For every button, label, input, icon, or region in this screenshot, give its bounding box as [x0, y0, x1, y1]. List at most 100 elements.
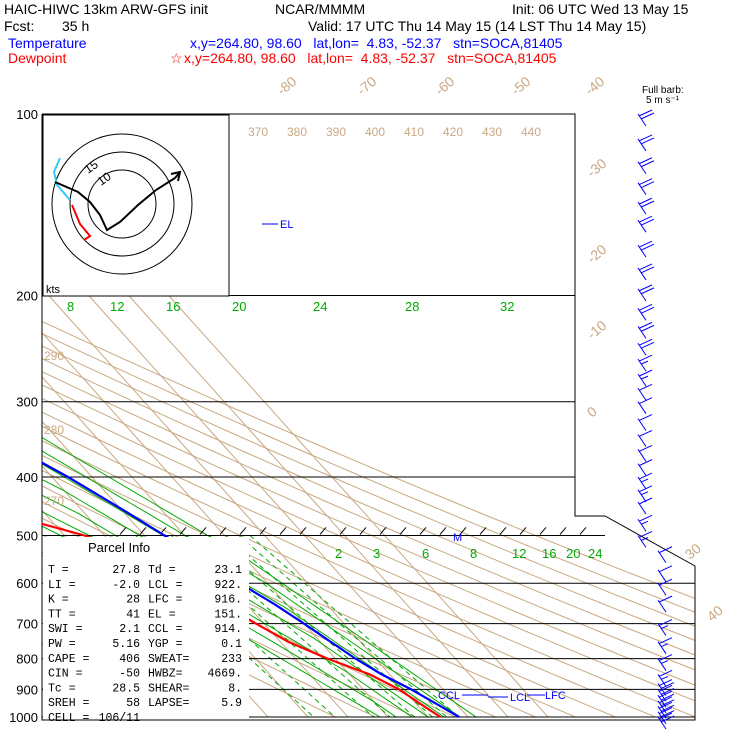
dry-adiabat-line — [42, 114, 695, 718]
parcel-param-value: 0.1 — [221, 638, 242, 651]
wind-barb-feather — [640, 243, 655, 251]
fcst-label: Fcst: — [4, 18, 35, 34]
hodograph-trace-low — [71, 204, 92, 241]
dry-adiabat-line — [42, 114, 695, 718]
wind-barb-feather — [638, 497, 653, 505]
dry-adiabat-line — [42, 114, 695, 718]
wind-barb-feather — [658, 712, 673, 720]
dry-adiabat-line — [42, 114, 695, 718]
parcel-param-value: 28 — [126, 594, 140, 607]
theta-label: 370 — [248, 125, 268, 139]
mixing-ratio-label: 8 — [470, 546, 477, 561]
theta-label: 280 — [44, 423, 64, 437]
pressure-tick-label: 300 — [16, 395, 38, 410]
dewpoint-profile — [42, 114, 442, 718]
barb-legend-line2: 5 m s⁻¹ — [646, 95, 680, 106]
wind-barb-feather — [640, 200, 655, 208]
hodograph-units: kts — [46, 284, 61, 296]
wind-barb-feather — [640, 341, 655, 349]
dry-adiabat-line — [42, 114, 656, 718]
theta-label: 410 — [404, 125, 424, 139]
wind-barb-feather — [658, 669, 673, 677]
wind-barb-feather — [658, 684, 673, 692]
parcel-param-label: LAPSE= — [148, 697, 190, 710]
hatch-mark — [479, 527, 487, 535]
wind-barb-feather — [638, 354, 653, 362]
parcel-param-value: -50 — [119, 668, 140, 681]
isotherm-label: -80 — [274, 73, 300, 98]
hatch-mark — [199, 527, 207, 535]
parcel-param-value: 4669. — [207, 668, 242, 681]
parcel-param-label: SHEAR= — [148, 682, 190, 695]
hatch-mark — [279, 527, 287, 535]
wind-barb-feather — [658, 595, 673, 603]
isotherm-label: 30 — [682, 540, 704, 562]
hodograph-ring — [51, 133, 193, 275]
pressure-tick-label: 200 — [16, 289, 38, 304]
wind-barb-feather — [660, 710, 675, 718]
isotherm-label: -30 — [584, 155, 610, 180]
hatch-mark — [499, 527, 507, 535]
init-time: Init: 06 UTC Wed 13 May 15 — [512, 1, 689, 17]
wind-barb-feather — [660, 715, 675, 723]
fcst-value: 35 h — [62, 18, 90, 34]
org-label: NCAR/MMMM — [275, 1, 366, 17]
hodograph-arrowhead — [170, 170, 182, 182]
isotherm-label: -50 — [508, 73, 534, 98]
parcel-param-value: -2.0 — [112, 579, 140, 592]
wind-barb-feather — [638, 321, 653, 329]
parcel-param-label: Tc = — [48, 682, 76, 695]
hodograph-trace — [54, 171, 181, 232]
mixing-ratio-line — [170, 535, 374, 718]
hatch-mark — [319, 527, 327, 535]
wind-barb-half-feather — [660, 675, 669, 680]
wind-barb-feather — [638, 531, 653, 538]
mixing-ratio-label: 12 — [110, 299, 124, 314]
isotherm-line — [42, 114, 509, 718]
wind-barb-feather — [640, 306, 655, 314]
hatch-mark — [559, 527, 567, 535]
mixing-ratio-label: 20 — [566, 546, 580, 561]
hatch-mark — [439, 527, 447, 535]
mixing-ratio-line — [135, 535, 336, 718]
parcel-param-value: 2.1 — [119, 623, 140, 636]
dry-adiabat-line — [42, 114, 616, 718]
wind-barb-feather — [658, 546, 673, 554]
theta-label: 420 — [443, 125, 463, 139]
hatch-mark — [299, 527, 307, 535]
parcel-param-label: CELL = — [48, 712, 90, 725]
mixing-ratio-label: 24 — [313, 299, 327, 314]
wind-barb-feather — [638, 284, 653, 292]
mixing-ratio-line — [186, 535, 391, 718]
el-label: EL — [280, 219, 293, 231]
wind-barb-feather — [638, 414, 653, 422]
wind-barb-half-feather — [640, 520, 649, 525]
pressure-tick-label: 900 — [16, 682, 38, 697]
wind-barb-feather — [638, 303, 653, 311]
wind-barb-feather — [658, 696, 673, 704]
parcel-param-label: EL = — [148, 608, 176, 621]
barb-legend-line1: Full barb: — [642, 85, 684, 96]
isotherm-label: -40 — [582, 73, 608, 98]
wind-barb-half-feather — [660, 643, 669, 648]
isotherm-label: -70 — [354, 73, 380, 98]
hatch-mark — [139, 527, 147, 535]
parcel-param-value: 8. — [228, 682, 242, 695]
theta-label: 440 — [521, 125, 541, 139]
isotherm-label: 0 — [584, 403, 600, 420]
theta-label: 400 — [365, 125, 385, 139]
lcl-label: LCL — [510, 692, 530, 704]
parcel-param-value: 914. — [214, 623, 242, 636]
hodograph-ring — [69, 151, 175, 257]
mixing-ratio-label: 6 — [422, 546, 429, 561]
hatch-mark — [339, 527, 347, 535]
wind-barb-feather — [638, 444, 653, 452]
wind-barb-feather — [638, 485, 653, 493]
theta-label: 380 — [287, 125, 307, 139]
wind-barb-feather — [660, 682, 675, 689]
wind-barb-half-feather — [640, 478, 649, 483]
wind-barb-feather — [658, 565, 673, 573]
parcel-param-label: Td = — [148, 564, 176, 577]
theta-label: 270 — [44, 494, 64, 508]
